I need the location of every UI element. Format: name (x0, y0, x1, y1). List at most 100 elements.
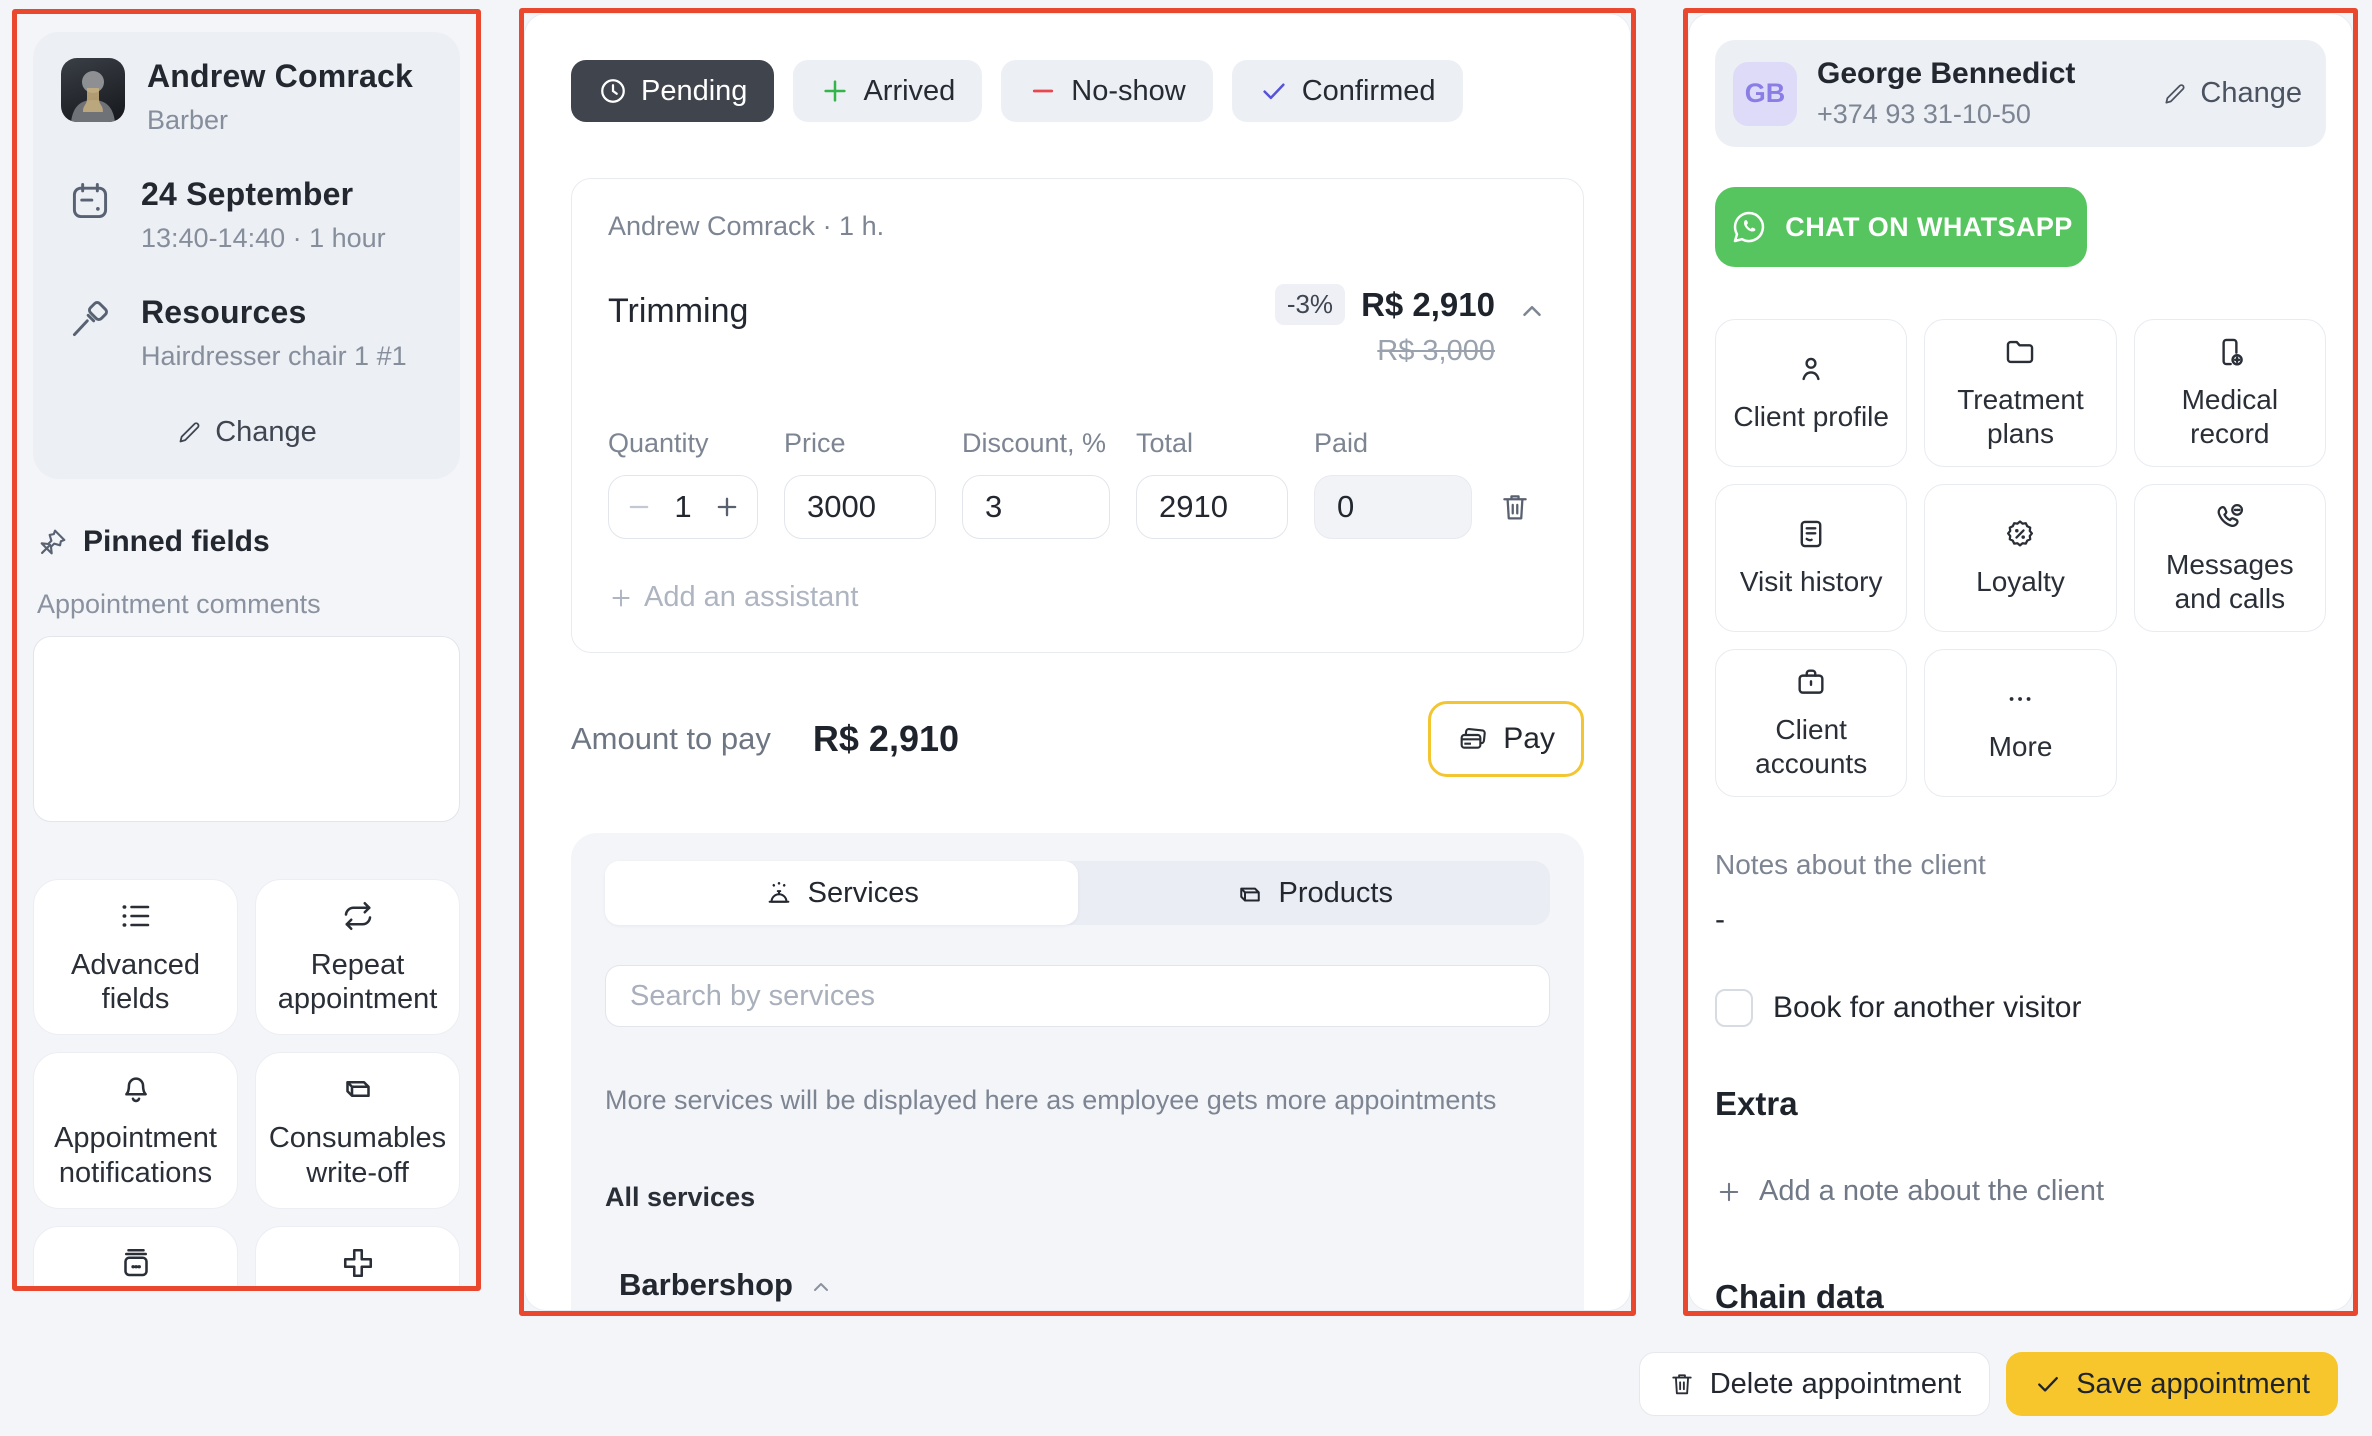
discount-input[interactable] (962, 475, 1110, 539)
chain-data-heading: Chain data (1715, 1278, 1884, 1311)
service-price-current: R$ 2,910 (1361, 285, 1495, 323)
annotation-box-left: Andrew Comrack Barber 24 September 13:40… (12, 9, 481, 1291)
add-assistant-button[interactable]: Add an assistant (608, 581, 1547, 614)
pinned-fields-heading: Pinned fields (37, 525, 456, 559)
paid-label: Paid (1314, 428, 1369, 458)
amount-to-pay-value: R$ 2,910 (812, 718, 960, 759)
cube-icon (340, 1071, 376, 1107)
appointment-comments-input[interactable] (33, 636, 460, 822)
category-barbershop[interactable]: Barbershop (605, 1267, 1550, 1303)
document-icon (1794, 517, 1828, 551)
book-for-another-visitor-checkbox[interactable] (1715, 989, 1753, 1027)
advanced-fields-button[interactable]: Advanced fields (33, 879, 238, 1036)
clock-icon (598, 76, 628, 106)
check-icon (2034, 1370, 2062, 1398)
minus-icon (1028, 76, 1058, 106)
products-box-icon (1235, 878, 1265, 908)
price-label: Price (784, 428, 846, 458)
repeat-icon (340, 898, 376, 934)
discount-badge: -3% (1274, 284, 1346, 325)
chevron-up-icon (809, 1275, 833, 1299)
change-history-button[interactable]: Change history (33, 1225, 238, 1286)
treatment-plans-button[interactable]: Treatment plans (1924, 319, 2117, 467)
pay-button[interactable]: Pay (1428, 701, 1584, 777)
plus-icon (608, 585, 634, 611)
barber-role: Barber (147, 105, 229, 135)
notes-about-client-value: - (1715, 903, 1725, 936)
change-client-button[interactable]: Change (2162, 77, 2302, 110)
appointment-date: 24 September (141, 176, 354, 212)
master-info-card: Andrew Comrack Barber 24 September 13:40… (33, 32, 460, 479)
tab-services[interactable]: Services (605, 861, 1078, 925)
messages-and-calls-button[interactable]: Messages and calls (2133, 484, 2326, 632)
credit-cards-icon (1457, 723, 1489, 755)
status-pending-button[interactable]: Pending (571, 60, 775, 122)
chat-on-whatsapp-button[interactable]: CHAT ON WHATSAPP (1715, 187, 2087, 267)
barber-name: Andrew Comrack (147, 58, 413, 94)
footer-actions: Delete appointment Save appointment (1638, 1352, 2338, 1416)
search-services-input[interactable] (605, 965, 1550, 1027)
pin-icon (37, 526, 69, 558)
delete-service-icon[interactable] (1498, 490, 1532, 524)
quantity-stepper[interactable]: 1 (608, 475, 758, 539)
trash-icon (1668, 1370, 1696, 1398)
archive-icon (118, 1245, 154, 1281)
ellipsis-icon (2003, 682, 2037, 716)
status-no-show-button[interactable]: No-show (1001, 60, 1213, 122)
appointment-time: 13:40-14:40 · 1 hour (141, 223, 386, 253)
services-helper-text: More services will be displayed here as … (605, 1085, 1497, 1115)
service-price-original: R$ 3,000 (1377, 335, 1495, 367)
add-note-about-client-button[interactable]: Add a note about the client (1715, 1175, 2326, 1208)
medical-record-button[interactable]: Medical record (2133, 319, 2326, 467)
increase-quantity-icon[interactable] (713, 493, 741, 521)
status-confirmed-button[interactable]: Confirmed (1231, 60, 1463, 122)
quantity-value: 1 (674, 489, 692, 524)
phone-chat-icon (2213, 500, 2247, 534)
pencil-icon (176, 419, 203, 446)
book-for-another-visitor-row[interactable]: Book for another visitor (1715, 989, 2326, 1027)
current-appointment-button[interactable]: Current appointment (255, 1225, 460, 1286)
person-icon (1794, 352, 1828, 386)
chevron-up-icon[interactable] (1517, 296, 1547, 326)
visit-history-button[interactable]: Visit history (1715, 484, 1908, 632)
total-label: Total (1136, 428, 1194, 458)
check-icon (1259, 76, 1289, 106)
barber-avatar (61, 58, 125, 122)
client-profile-button[interactable]: Client profile (1715, 319, 1908, 467)
client-avatar: GB (1733, 61, 1797, 126)
service-line-card: Andrew Comrack · 1 h. Trimming -3% R$ 2,… (571, 178, 1584, 653)
amount-to-pay-label: Amount to pay (571, 721, 771, 756)
save-appointment-button[interactable]: Save appointment (2006, 1352, 2338, 1416)
services-products-tabs: Services Products (605, 861, 1550, 925)
loyalty-button[interactable]: Loyalty (1924, 484, 2117, 632)
repeat-appointment-button[interactable]: Repeat appointment (255, 879, 460, 1036)
paid-input[interactable] (1314, 475, 1472, 539)
resources-hammer-icon (61, 294, 119, 344)
plus-icon (820, 76, 850, 106)
delete-appointment-button[interactable]: Delete appointment (1638, 1352, 1991, 1416)
total-input[interactable] (1136, 475, 1288, 539)
more-button[interactable]: More (1924, 649, 2117, 797)
decrease-quantity-icon[interactable] (625, 493, 653, 521)
status-arrived-button[interactable]: Arrived (793, 60, 983, 122)
price-input[interactable] (784, 475, 936, 539)
client-chip: GB George Bennedict +374 93 31-10-50 Cha… (1715, 40, 2326, 147)
change-appointment-details-button[interactable]: Change (61, 416, 432, 449)
tab-products[interactable]: Products (1078, 861, 1551, 925)
discount-label: Discount, % (962, 428, 1107, 458)
whatsapp-icon (1729, 207, 1769, 247)
consumables-write-off-button[interactable]: Consumables write-off (255, 1052, 460, 1209)
bell-icon (118, 1071, 154, 1107)
client-name: George Bennedict (1817, 57, 2076, 90)
folder-icon (2003, 335, 2037, 369)
services-browser-panel: Services Products More services will be … (571, 833, 1584, 1310)
loyalty-badge-icon (2003, 517, 2037, 551)
list-icon (118, 898, 154, 934)
client-accounts-button[interactable]: Client accounts (1715, 649, 1908, 797)
service-bell-icon (764, 878, 794, 908)
extra-heading: Extra (1715, 1085, 1798, 1122)
resources-value: Hairdresser chair 1 #1 (141, 341, 407, 371)
appointment-notifications-button[interactable]: Appointment notifications (33, 1052, 238, 1209)
status-buttons: Pending Arrived No-show (571, 60, 1584, 122)
